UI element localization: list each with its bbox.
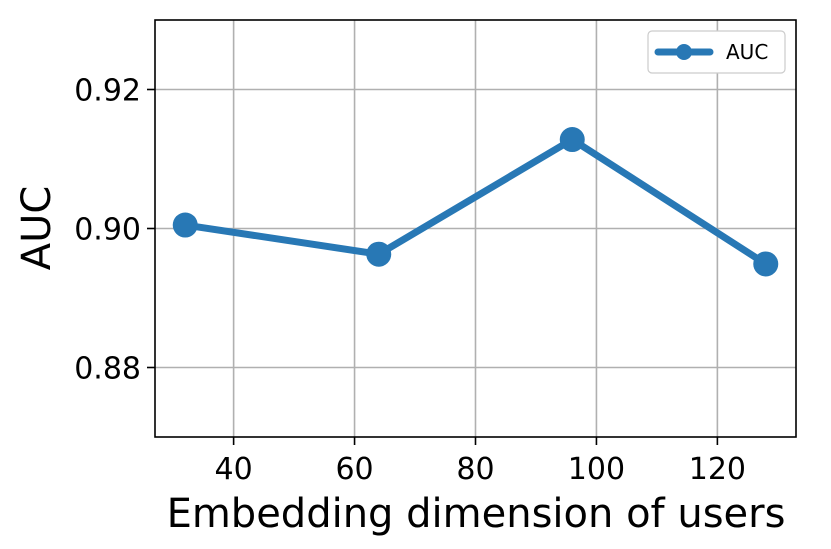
data-point: [753, 251, 779, 277]
data-point: [172, 212, 198, 238]
y-tick-label: 0.92: [74, 74, 141, 109]
legend: AUC: [647, 30, 786, 74]
series-layer: [172, 127, 779, 277]
grid-layer: [155, 20, 796, 437]
y-tick-label: 0.90: [74, 213, 141, 248]
x-tick-label: 80: [456, 452, 494, 487]
series-line-auc: [181, 136, 770, 268]
legend-marker-swatch: [676, 44, 692, 60]
x-tick-label: 120: [689, 452, 746, 487]
x-tick-label: 60: [335, 452, 373, 487]
x-axis-label: Embedding dimension of users: [167, 491, 786, 537]
legend-frame: [647, 30, 786, 74]
x-tick-label: 100: [568, 452, 625, 487]
x-tick-label: 40: [215, 452, 253, 487]
data-point: [559, 127, 585, 153]
ticks-layer: 40 60 80 100 120 0.88 0.90 0.92: [74, 74, 746, 488]
legend-label: AUC: [726, 40, 768, 64]
y-tick-label: 0.88: [74, 352, 141, 387]
y-axis-label: AUC: [14, 186, 60, 271]
data-point: [366, 241, 392, 267]
